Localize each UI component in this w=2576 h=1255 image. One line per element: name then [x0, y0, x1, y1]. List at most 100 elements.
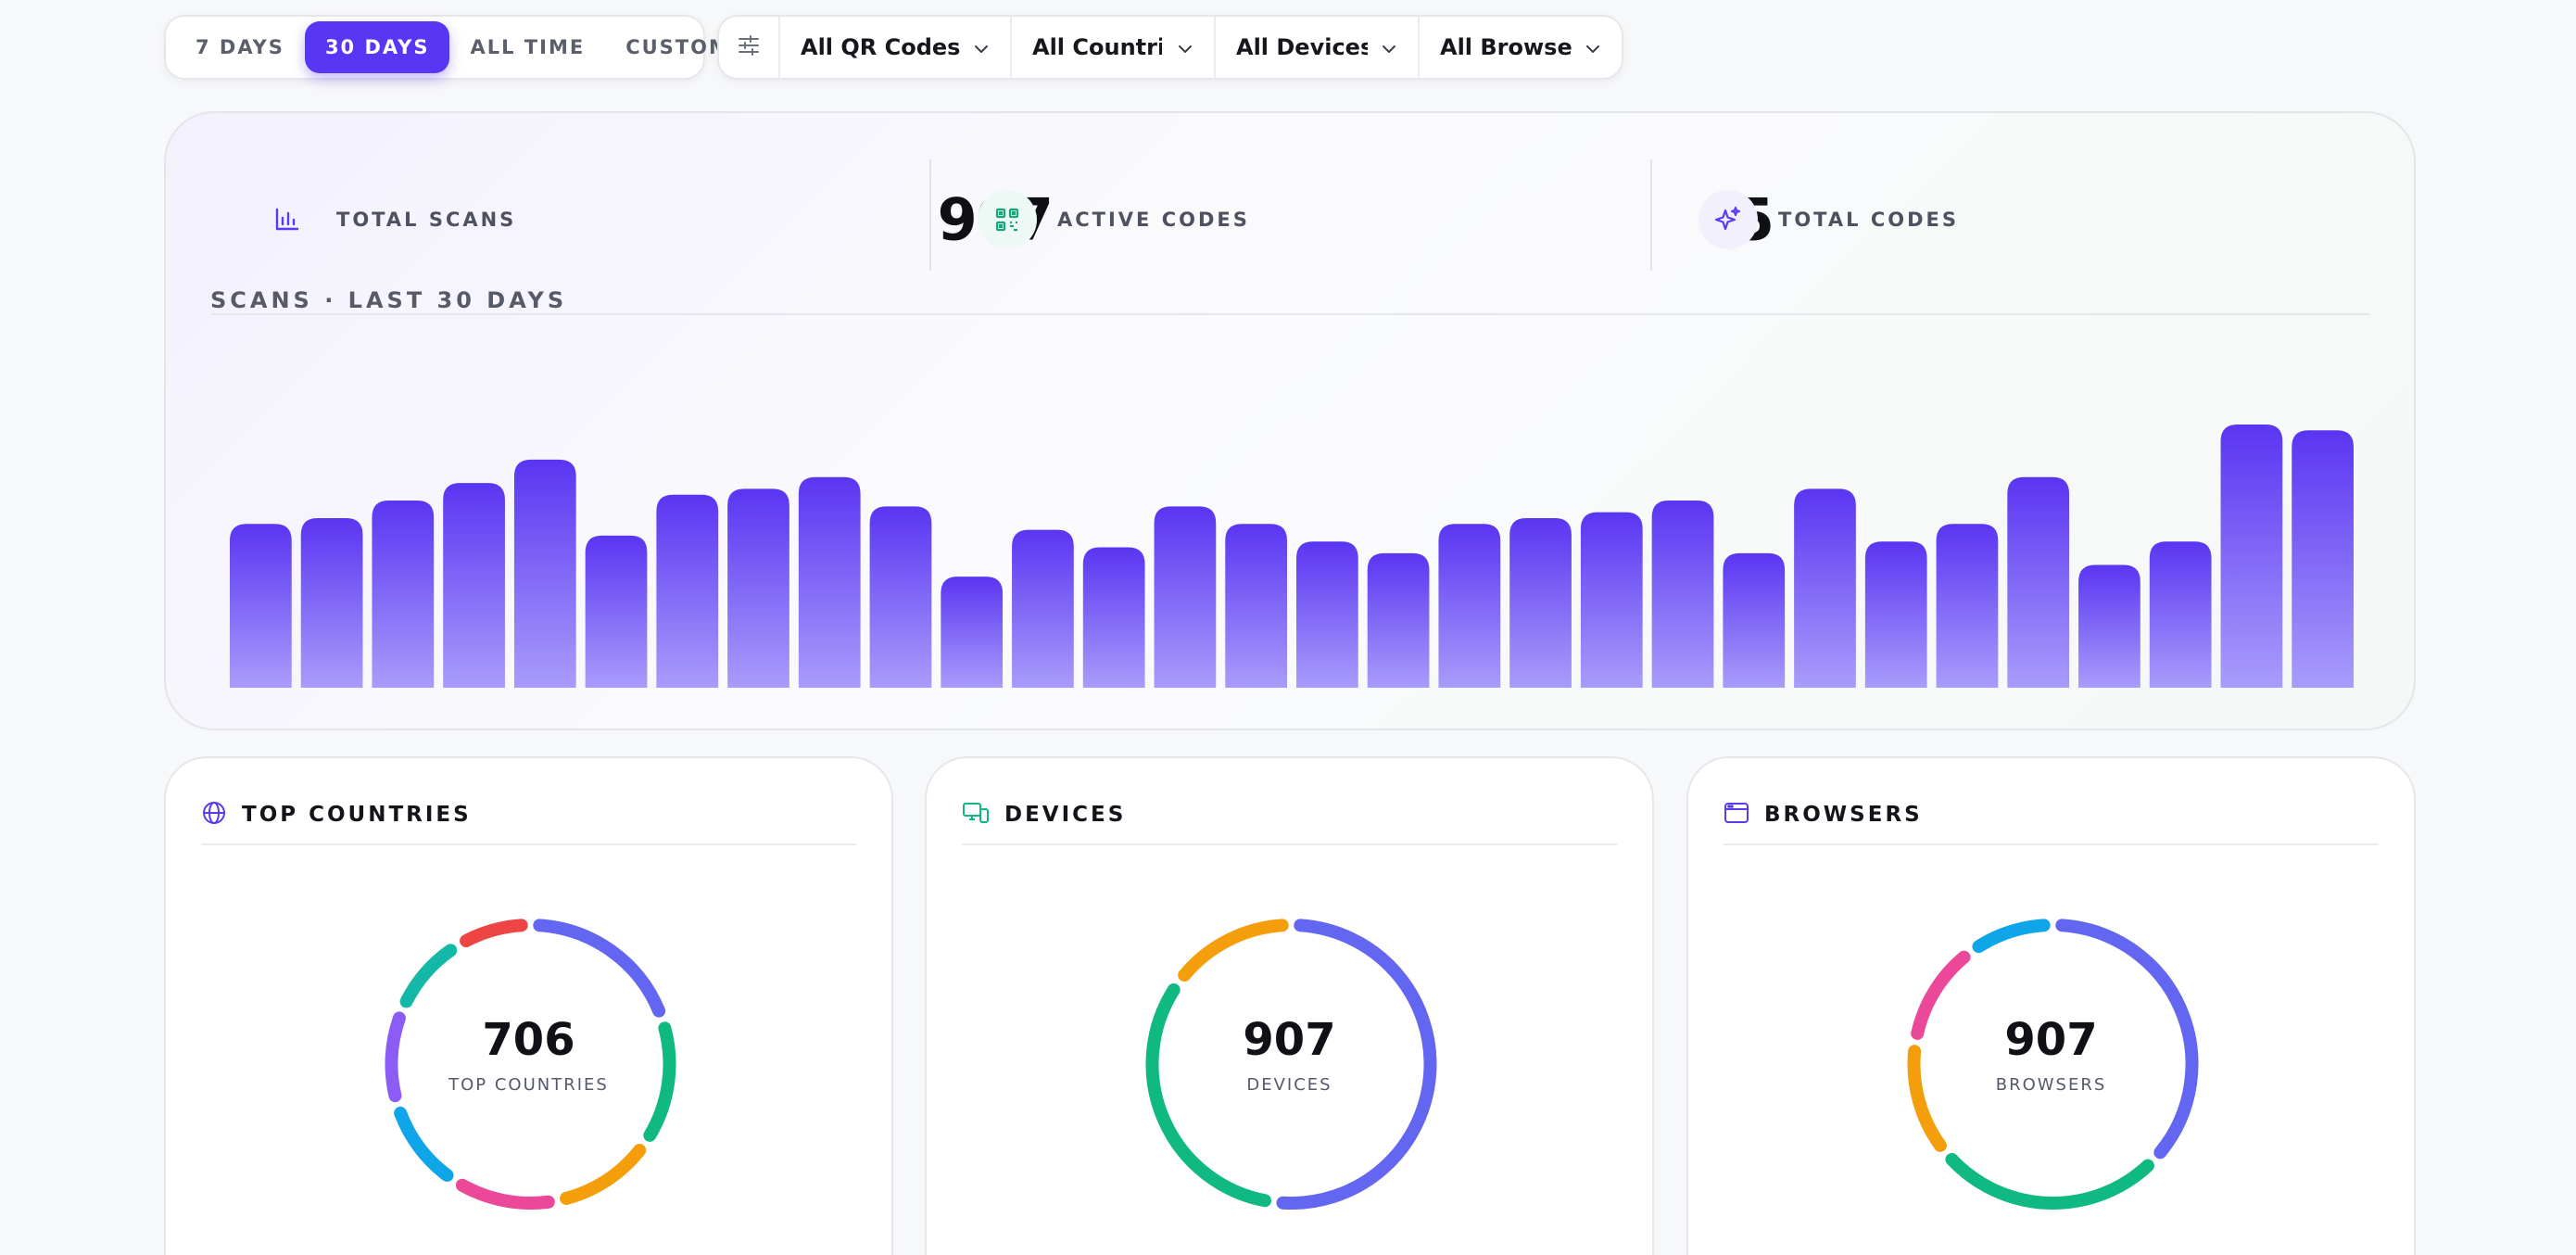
countries-caption: TOP COUNTRIES: [448, 1075, 609, 1095]
sliders-icon: [737, 33, 761, 61]
browsers-card: BROWSERS 907 BROWSERS: [1686, 756, 2416, 1255]
devices-card: DEVICES 907 DEVICES: [925, 756, 1654, 1255]
stat-divider: [1650, 159, 1652, 271]
donut-segment: [394, 1106, 454, 1182]
stats-panel: TOTAL SCANS 907 ACTIVE CODES 5 TOTAL COD…: [164, 111, 2416, 730]
donut-segment: [1145, 982, 1272, 1208]
device-select[interactable]: All Devices: [1216, 17, 1420, 78]
donut-segment: [533, 919, 666, 1018]
devices-caption: DEVICES: [1246, 1075, 1332, 1095]
chart-bar: [2007, 476, 2070, 688]
chart-bar: [372, 501, 435, 688]
chart-bar: [1082, 547, 1145, 688]
chevron-down-icon: [973, 34, 990, 60]
card-header: BROWSERS: [1724, 793, 2379, 845]
chart-bar: [1651, 501, 1714, 688]
range-custom-button[interactable]: CUSTOM: [625, 36, 730, 58]
chart-bar: [1794, 488, 1856, 688]
qr-code-select[interactable]: All QR Codes: [780, 17, 1012, 78]
chart-bar: [1509, 517, 1572, 688]
chart-bar: [1438, 524, 1501, 688]
chart-bar: [1864, 541, 1927, 688]
chart-bar: [656, 494, 719, 688]
qr-code-select-value: All QR Codes: [801, 34, 960, 60]
stat-divider: [929, 159, 931, 271]
donut-segment: [385, 1011, 406, 1103]
chevron-down-icon: [1177, 34, 1193, 60]
chart-bar: [1367, 552, 1430, 688]
chart-title: SCANS · LAST 30 DAYS: [210, 287, 568, 313]
globe-icon: [201, 800, 227, 830]
donut-center: 907 BROWSERS: [1931, 1018, 2172, 1095]
device-select-value: All Devices: [1236, 34, 1368, 60]
donut-center: 706 TOP COUNTRIES: [409, 1018, 650, 1095]
browsers-total: 907: [2004, 1014, 2098, 1066]
chart-bar: [869, 506, 932, 688]
donut-center: 907 DEVICES: [1169, 1018, 1410, 1095]
donut-segment: [399, 944, 458, 1008]
range-30-days-button[interactable]: 30 DAYS: [304, 21, 450, 73]
devices-total: 907: [1243, 1014, 1336, 1066]
donut-segment: [455, 1178, 555, 1210]
donut-segment: [1907, 1045, 1947, 1152]
browsers-donut-chart: [1907, 919, 2199, 1210]
country-select-value: All Countries: [1032, 34, 1162, 60]
qr-code-icon: [978, 190, 1037, 249]
countries-donut-chart: [385, 919, 676, 1210]
card-title: TOP COUNTRIES: [242, 803, 472, 827]
top-countries-card: TOP COUNTRIES 706 TOP COUNTRIES: [164, 756, 893, 1255]
card-header: TOP COUNTRIES: [201, 793, 856, 845]
browser-select[interactable]: All Browsers: [1420, 17, 1622, 78]
devices-donut-chart: [1145, 919, 1437, 1210]
total-codes-label: TOTAL CODES: [1778, 209, 1959, 231]
donut-segment: [1972, 919, 2051, 954]
chart-bar: [230, 524, 292, 688]
country-select[interactable]: All Countries: [1012, 17, 1216, 78]
sparkles-icon: [1698, 190, 1758, 249]
donut-segment: [643, 1021, 676, 1142]
card-header: DEVICES: [962, 793, 1617, 845]
range-7-days-button[interactable]: 7 DAYS: [196, 36, 284, 58]
chevron-down-icon: [1381, 34, 1397, 60]
donut-segment: [2055, 919, 2199, 1160]
card-title: DEVICES: [1004, 803, 1127, 827]
donut-segment: [1945, 1152, 2154, 1210]
date-range-toggle: 7 DAYS 30 DAYS ALL TIME CUSTOM: [164, 15, 728, 80]
chart-bar: [585, 535, 648, 688]
donut-segment: [1276, 919, 1437, 1210]
chart-bar: [1296, 541, 1358, 688]
chart-bar: [2149, 541, 2212, 688]
browsers-caption: BROWSERS: [1995, 1075, 2107, 1095]
chart-bar: [2078, 564, 2140, 688]
filter-settings-button[interactable]: [719, 17, 780, 78]
chart-bar: [2220, 425, 2283, 688]
browser-select-value: All Browsers: [1440, 34, 1572, 60]
chart-bar: [1154, 506, 1217, 688]
chart-bar: [1580, 512, 1643, 688]
chart-bar: [1723, 552, 1786, 688]
chevron-down-icon: [1585, 34, 1601, 60]
chart-bar: [2292, 430, 2354, 688]
scans-bar-chart: [230, 425, 2354, 688]
chart-bar: [300, 517, 363, 688]
devices-icon: [962, 800, 990, 830]
chart-bar: [1225, 524, 1287, 688]
donut-segment: [560, 1143, 647, 1205]
chart-bar: [1012, 529, 1074, 688]
chart-bar: [1936, 524, 1999, 688]
chart-bar: [727, 488, 789, 688]
chart-bar: [443, 483, 505, 688]
chart-bar: [513, 459, 576, 688]
countries-total: 706: [482, 1014, 575, 1066]
panel-divider: [210, 313, 2369, 315]
donut-segment: [1178, 919, 1289, 982]
range-all-time-button[interactable]: ALL TIME: [470, 36, 586, 58]
chart-bar: [941, 577, 1004, 688]
total-scans-label: TOTAL SCANS: [336, 209, 517, 231]
total-codes-stat: TOTAL CODES 6: [1698, 159, 2414, 280]
card-title: BROWSERS: [1764, 803, 1923, 827]
donut-segment: [460, 919, 528, 948]
browser-window-icon: [1724, 801, 1749, 829]
donut-segment: [1911, 950, 1971, 1040]
bar-chart-icon: [257, 190, 316, 249]
